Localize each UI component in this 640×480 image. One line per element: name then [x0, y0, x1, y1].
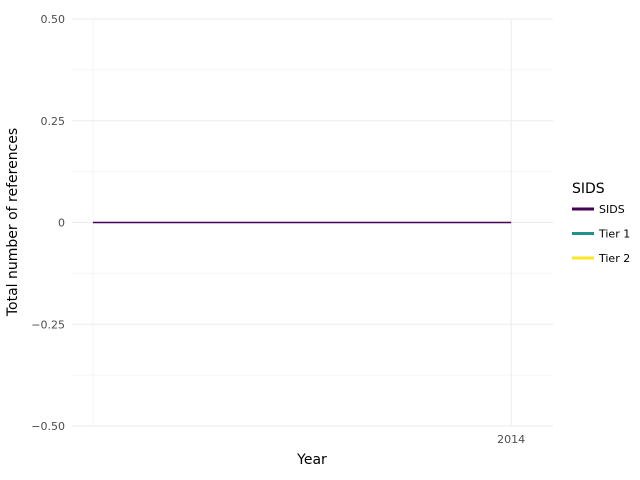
x-axis-ticks: 2014 [497, 433, 525, 446]
legend-entries: SIDS Tier 1 Tier 2 [572, 203, 630, 265]
legend-label: Tier 1 [598, 228, 630, 241]
legend-label: Tier 2 [598, 252, 630, 265]
y-tick-label: −0.50 [31, 420, 65, 433]
y-tick-label: 0 [58, 217, 65, 230]
major-gridlines [72, 18, 553, 427]
y-tick-label: 0.25 [41, 115, 66, 128]
x-axis-title: Year [296, 452, 327, 468]
y-tick-label: −0.25 [31, 318, 65, 331]
legend: SIDS SIDS Tier 1 Tier 2 [572, 181, 630, 265]
legend-title: SIDS [572, 181, 605, 197]
y-axis-title: Total number of references [5, 128, 21, 317]
legend-label: SIDS [599, 203, 625, 216]
y-axis-ticks: −0.50 −0.25 0 0.25 0.50 [31, 13, 65, 433]
x-tick-label: 2014 [497, 433, 525, 446]
y-tick-label: 0.50 [41, 13, 66, 26]
